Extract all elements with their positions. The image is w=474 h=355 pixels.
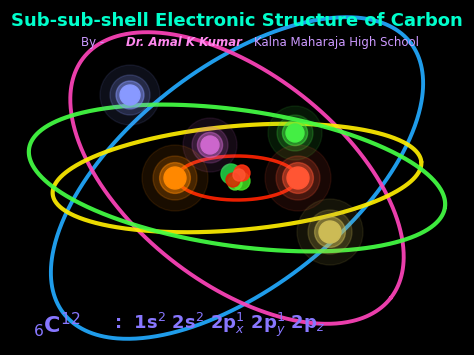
Circle shape <box>201 136 219 154</box>
Circle shape <box>319 221 341 243</box>
Circle shape <box>120 85 140 105</box>
Circle shape <box>197 132 223 158</box>
Text: $_6$C$^{12}$: $_6$C$^{12}$ <box>33 310 81 339</box>
Circle shape <box>283 163 313 193</box>
Circle shape <box>286 124 304 142</box>
Circle shape <box>192 127 228 163</box>
Circle shape <box>221 164 241 184</box>
Circle shape <box>276 156 320 200</box>
Text: Kalna Maharaja High School: Kalna Maharaja High School <box>254 36 419 49</box>
Circle shape <box>164 167 186 189</box>
Circle shape <box>265 145 331 211</box>
Circle shape <box>287 167 309 189</box>
Circle shape <box>228 176 242 190</box>
Circle shape <box>268 106 322 160</box>
Circle shape <box>153 156 197 200</box>
Circle shape <box>232 172 250 190</box>
Circle shape <box>234 165 250 181</box>
Circle shape <box>308 210 352 254</box>
Circle shape <box>277 115 313 151</box>
Text: Sub-sub-shell Electronic Structure of Carbon: Sub-sub-shell Electronic Structure of Ca… <box>11 12 463 30</box>
Circle shape <box>233 169 245 181</box>
Circle shape <box>116 81 144 109</box>
Circle shape <box>226 173 240 187</box>
Text: Dr. Amal K Kumar: Dr. Amal K Kumar <box>126 36 241 49</box>
Circle shape <box>183 118 237 172</box>
Circle shape <box>100 65 160 125</box>
Circle shape <box>315 217 346 247</box>
Circle shape <box>283 120 308 146</box>
Circle shape <box>297 199 363 265</box>
Circle shape <box>110 75 150 115</box>
Circle shape <box>142 145 208 211</box>
Circle shape <box>160 163 191 193</box>
Text: By -: By - <box>81 36 108 49</box>
Text: :  1s$^2$ 2s$^2$ 2p$_x^1$ 2p$_y^1$ 2p$_z$: : 1s$^2$ 2s$^2$ 2p$_x^1$ 2p$_y^1$ 2p$_z$ <box>114 311 325 339</box>
